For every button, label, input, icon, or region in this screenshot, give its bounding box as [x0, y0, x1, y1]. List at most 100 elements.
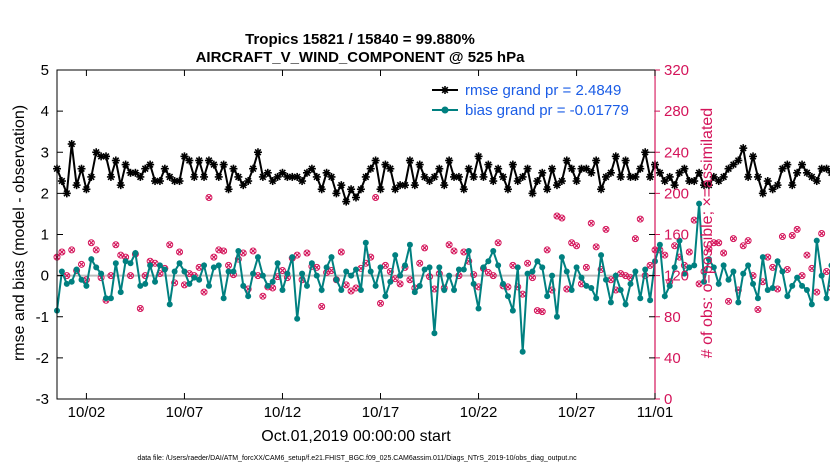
rmse-point: [464, 164, 473, 173]
rmse-point-stroke: [563, 157, 571, 164]
rmse-point-stroke: [494, 165, 502, 173]
obs-assimilated-stroke: [93, 247, 99, 253]
y-axis-label-left: rmse and bias (model - observation): [11, 105, 28, 361]
rmse-point: [474, 152, 483, 161]
rmse-point: [263, 168, 272, 177]
bias-point: [147, 262, 154, 269]
rmse-point-stroke: [582, 165, 590, 173]
rmse-point-stroke: [107, 173, 115, 181]
x-tick-label: 10/17: [362, 404, 400, 421]
bias-point: [504, 293, 511, 300]
obs-assimilated-stroke: [804, 252, 810, 258]
obs-assimilated-stroke: [671, 243, 678, 249]
obs-possible-marker: [729, 235, 737, 243]
rmse-point: [763, 177, 772, 186]
obs-assimilated-stroke: [485, 269, 492, 276]
rmse-point-stroke: [313, 173, 321, 181]
bias-point: [161, 266, 168, 273]
obs-assimilated-stroke: [519, 291, 526, 297]
bias-point: [607, 299, 614, 306]
bias-point: [470, 280, 477, 287]
obs-assimilated-marker: [451, 248, 457, 254]
rmse-point: [459, 185, 468, 194]
obs-assimilated-marker: [338, 249, 345, 255]
obs-possible-marker: [582, 263, 590, 271]
obs-assimilated-marker: [740, 243, 746, 249]
obs-assimilated-stroke: [554, 213, 560, 219]
rmse-point: [204, 156, 213, 165]
rmse-point: [155, 177, 164, 186]
obs-possible-marker: [715, 239, 723, 247]
obs-assimilated-marker: [260, 293, 266, 299]
rmse-point: [200, 172, 209, 181]
rmse-point-stroke: [372, 157, 380, 164]
rmse-point-stroke: [293, 173, 301, 181]
obs-assimilated-stroke: [627, 274, 634, 281]
obs-assimilated-marker: [725, 298, 732, 305]
rmse-point-stroke: [337, 181, 345, 189]
obs-assimilated-stroke: [446, 242, 452, 248]
rmse-point-stroke: [484, 161, 492, 168]
bias-point: [779, 268, 786, 275]
bias-point: [598, 252, 605, 259]
obs-possible-marker: [744, 237, 752, 245]
bias-point: [813, 237, 820, 244]
rmse-point-stroke: [279, 169, 286, 177]
rmse-point: [749, 152, 758, 161]
rmse-point: [812, 177, 821, 186]
obs-assimilated-stroke: [539, 308, 545, 315]
bias-point: [338, 287, 345, 294]
bias-point: [289, 254, 296, 261]
obs-assimilated-stroke: [211, 254, 217, 260]
rmse-point: [675, 168, 684, 177]
obs-assimilated-stroke: [578, 281, 585, 287]
rmse-point: [440, 181, 449, 190]
rmse-point: [739, 144, 748, 153]
rmse-point-stroke: [548, 165, 556, 173]
legend-bias-marker: [441, 106, 449, 114]
y-tick-label-right: 200: [664, 185, 689, 202]
obs-assimilated-marker: [108, 272, 114, 279]
obs-assimilated-marker: [529, 274, 536, 281]
obs-assimilated-marker: [823, 268, 830, 275]
y-tick-label-right: 80: [664, 309, 681, 326]
rmse-point-stroke: [475, 152, 482, 160]
y-tick-label-left: 5: [41, 62, 49, 79]
bias-point: [98, 270, 105, 277]
bias-point: [68, 278, 75, 285]
rmse-point-stroke: [739, 144, 747, 152]
obs-assimilated-stroke: [730, 235, 737, 242]
obs-possible-marker: [710, 239, 718, 247]
rmse-point-stroke: [136, 173, 144, 181]
obs-assimilated-stroke: [416, 260, 423, 267]
obs-assimilated-marker: [93, 247, 99, 253]
obs-assimilated-stroke: [328, 267, 335, 274]
obs-possible-marker: [259, 292, 267, 300]
obs-assimilated-stroke: [451, 248, 457, 254]
rmse-point-stroke: [411, 181, 419, 189]
rmse-point: [641, 148, 650, 157]
obs-assimilated-marker: [206, 194, 212, 201]
plot-background: [57, 70, 655, 399]
obs-assimilated-marker: [348, 288, 354, 294]
obs-assimilated-marker: [240, 250, 246, 256]
rmse-point-stroke: [406, 157, 414, 164]
obs-assimilated-stroke: [544, 247, 550, 253]
rmse-point-stroke: [421, 173, 429, 181]
rmse-point-stroke: [612, 152, 620, 160]
obs-assimilated-stroke: [157, 270, 163, 277]
rmse-point-stroke: [646, 173, 654, 181]
obs-assimilated-marker: [637, 216, 644, 222]
bias-point: [544, 293, 551, 300]
rmse-point: [445, 156, 454, 165]
bias-point: [495, 262, 502, 269]
rmse-point: [327, 172, 336, 181]
rmse-point-stroke: [641, 148, 649, 156]
bias-point: [78, 276, 85, 283]
rmse-point: [758, 189, 767, 198]
y-tick-label-right: 280: [664, 103, 689, 120]
bias-point: [627, 280, 634, 287]
obs-possible-marker: [754, 306, 762, 314]
bias-point: [93, 264, 100, 271]
rmse-point-stroke: [774, 181, 781, 189]
